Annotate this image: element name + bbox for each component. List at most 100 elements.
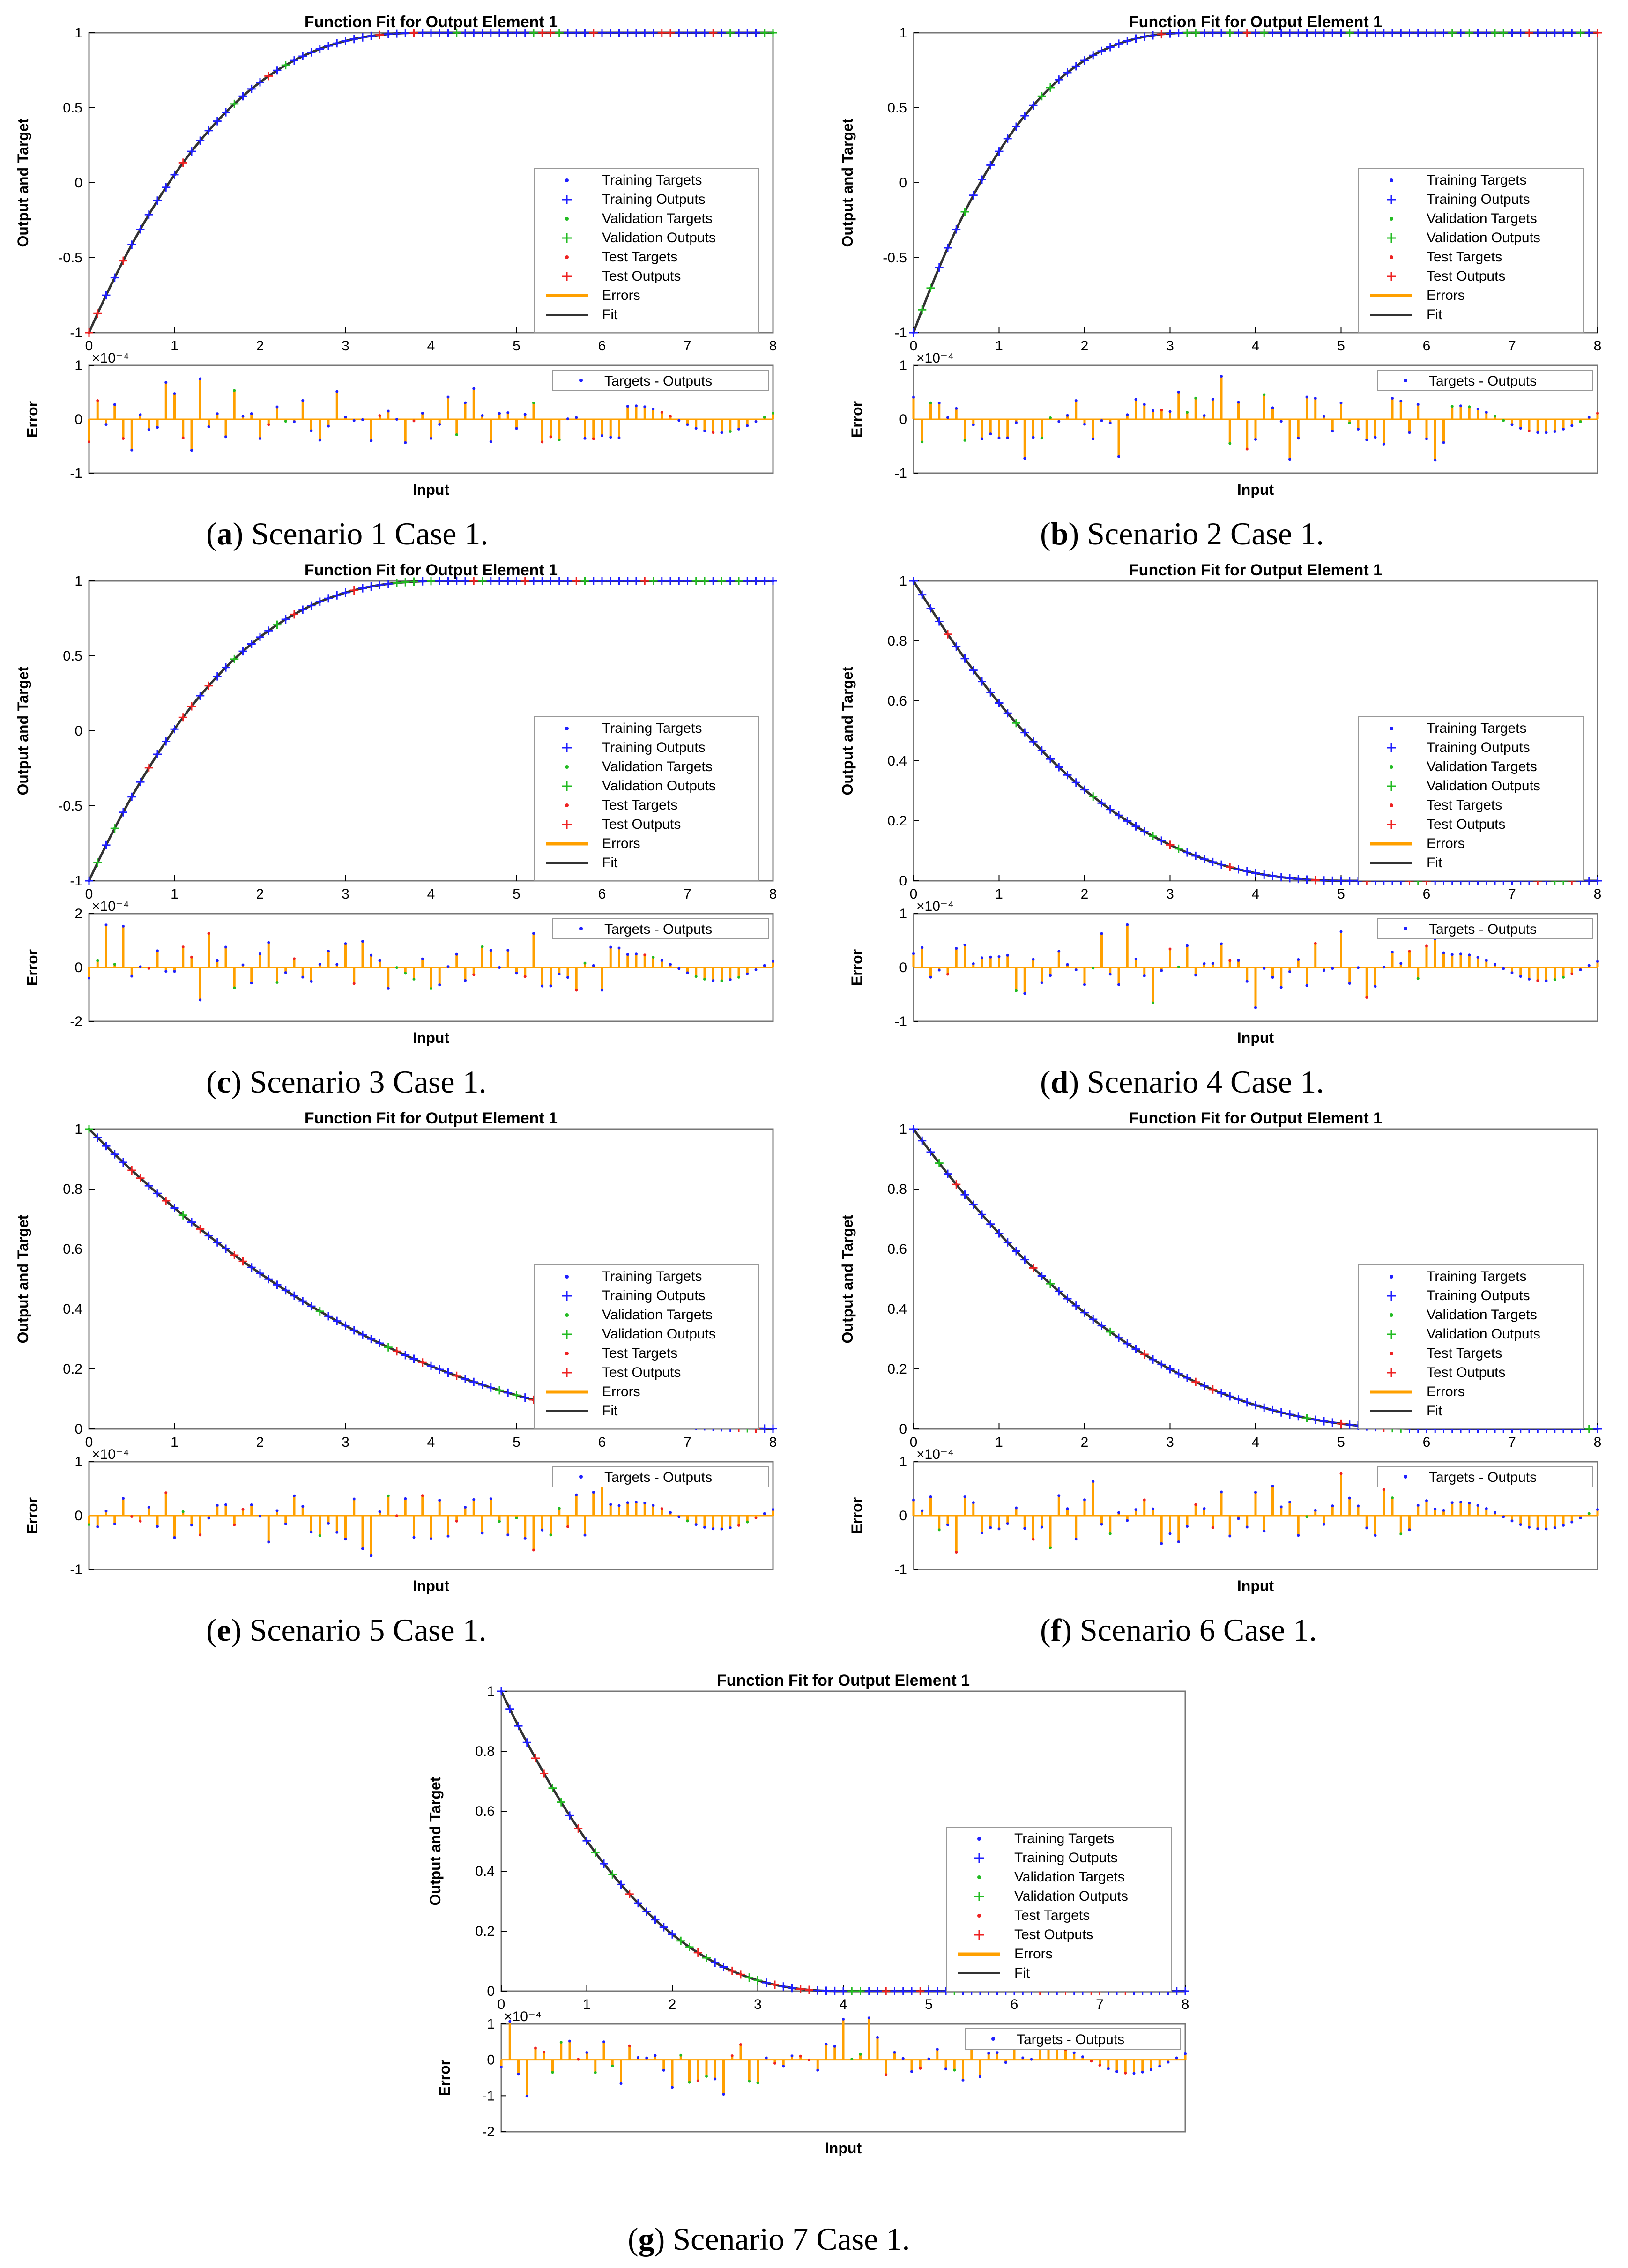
legend-output-symbol (562, 1330, 572, 1339)
target-marker (592, 31, 595, 34)
target-marker (301, 608, 305, 611)
legend-output-symbol (1387, 820, 1396, 829)
error-point (1314, 1509, 1317, 1512)
x-tick-label: 3 (342, 886, 349, 902)
legend-label: Test Outputs (602, 817, 681, 832)
target-marker (617, 31, 621, 34)
x-tick-label: 6 (1423, 886, 1431, 902)
error-point (955, 947, 958, 950)
target-marker (241, 1260, 245, 1263)
error-point (173, 970, 176, 973)
x-tick-label: 7 (684, 338, 691, 354)
error-point (1168, 1532, 1172, 1535)
target-marker (746, 580, 749, 582)
target-marker (96, 1136, 99, 1139)
error-point (1177, 1540, 1180, 1543)
target-marker (1271, 874, 1274, 877)
target-marker (190, 705, 193, 708)
target-marker (216, 119, 219, 123)
legend-output-symbol (562, 272, 572, 281)
target-marker (1168, 843, 1172, 847)
error-legend-label: Targets - Outputs (1429, 1470, 1537, 1485)
error-point (335, 1531, 339, 1534)
error-point (601, 434, 603, 437)
target-marker (310, 604, 313, 607)
target-marker (1305, 1417, 1308, 1420)
error-point (508, 2020, 512, 2023)
error-point (1305, 395, 1308, 399)
error-point (592, 1491, 595, 1494)
y-tick-label: 1 (899, 25, 907, 41)
error-point (224, 945, 227, 949)
target-marker (754, 580, 758, 582)
error-point (1143, 974, 1146, 977)
error-point (893, 2051, 896, 2054)
error-point (936, 2048, 939, 2051)
error-axis-label: Error (848, 401, 865, 438)
target-marker (259, 635, 261, 639)
error-legend-label: Targets - Outputs (1429, 373, 1537, 389)
error-point (438, 423, 441, 426)
legend-label: Validation Targets (1427, 1307, 1537, 1323)
error-point (1494, 963, 1496, 966)
x-tick-label: 3 (754, 1997, 762, 2012)
error-point (310, 1531, 313, 1534)
legend-target-symbol (1390, 727, 1393, 730)
y-tick-label: 0.6 (887, 693, 907, 709)
error-point (387, 1494, 390, 1497)
error-point (1331, 430, 1334, 433)
target-marker (241, 650, 245, 653)
error-point (722, 2093, 725, 2096)
target-marker (1587, 879, 1591, 882)
error-point (156, 1525, 159, 1528)
error-point (1314, 397, 1317, 400)
target-marker (139, 228, 142, 231)
error-point (628, 2044, 631, 2047)
error-point (592, 437, 595, 440)
target-marker (1245, 870, 1249, 873)
target-marker (378, 33, 381, 37)
error-point (532, 1548, 535, 1552)
error-point (712, 979, 715, 982)
target-marker (703, 580, 706, 582)
y-tick-label: 0.2 (475, 1924, 495, 1939)
target-marker (190, 1220, 193, 1224)
error-point (190, 955, 193, 959)
target-marker (1040, 95, 1043, 98)
target-marker (1416, 31, 1420, 34)
error-point (130, 448, 134, 452)
target-marker (1006, 137, 1009, 140)
error-point (981, 1531, 983, 1534)
err-y-tick-label: -1 (70, 466, 82, 481)
target-marker (1177, 847, 1180, 850)
legend-label: Validation Targets (1427, 211, 1537, 226)
error-point (1553, 1526, 1556, 1530)
error-legend-symbol (1404, 379, 1407, 382)
target-marker (575, 580, 578, 582)
target-marker (327, 44, 330, 47)
x-tick-label: 1 (995, 338, 1003, 354)
panel-c: Function Fit for Output Element 1 0 1 2 3 4 5 6… (0, 548, 796, 1110)
target-marker (122, 1161, 125, 1164)
legend-label: Test Outputs (1427, 1365, 1505, 1380)
error-point (259, 1515, 261, 1518)
error-point (833, 2045, 836, 2048)
err-y-tick-label: 0 (74, 412, 82, 427)
legend-label: Errors (1014, 1946, 1053, 1962)
target-marker (1459, 31, 1462, 34)
x-tick-label: 4 (427, 338, 435, 354)
error-point (506, 948, 510, 952)
error-point (1450, 1501, 1454, 1504)
error-point (885, 2073, 888, 2076)
target-marker (344, 591, 347, 595)
target-marker (412, 580, 416, 583)
error-point (1072, 2051, 1076, 2054)
error-point (1074, 968, 1078, 972)
target-marker (972, 1203, 975, 1206)
error-point (1279, 1505, 1283, 1509)
target-marker (284, 618, 287, 621)
target-marker (1468, 31, 1471, 34)
error-point (730, 2054, 734, 2057)
error-point (500, 2066, 503, 2069)
y-tick-label: 0.6 (887, 1242, 907, 1257)
